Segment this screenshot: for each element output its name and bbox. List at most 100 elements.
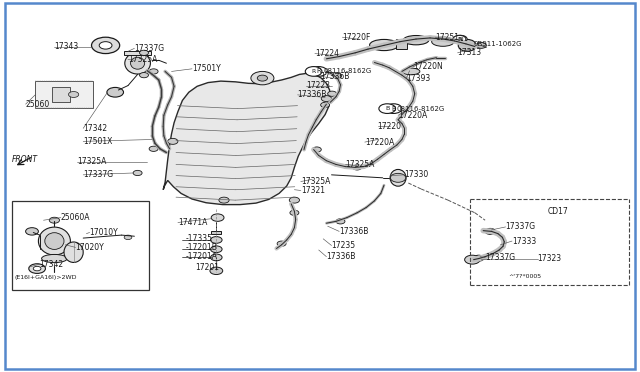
Text: 17337G: 17337G bbox=[83, 170, 113, 179]
Bar bbox=[35, 81, 93, 108]
Bar bbox=[12, 201, 149, 290]
Circle shape bbox=[149, 146, 158, 151]
Text: 17336B: 17336B bbox=[320, 72, 349, 81]
Text: 17471A: 17471A bbox=[178, 218, 207, 227]
Circle shape bbox=[211, 246, 222, 253]
Circle shape bbox=[149, 69, 158, 74]
Circle shape bbox=[476, 42, 486, 48]
Text: CD17: CD17 bbox=[547, 207, 568, 216]
Text: 17393: 17393 bbox=[406, 74, 431, 83]
Circle shape bbox=[305, 67, 322, 76]
Text: 17501X: 17501X bbox=[83, 137, 113, 146]
Text: 17325A: 17325A bbox=[346, 160, 375, 169]
Circle shape bbox=[124, 235, 132, 240]
Circle shape bbox=[310, 67, 327, 76]
Text: 17330: 17330 bbox=[404, 170, 429, 179]
Text: 17251: 17251 bbox=[435, 33, 460, 42]
Text: B: B bbox=[391, 106, 396, 112]
Text: 17336B: 17336B bbox=[298, 90, 327, 99]
Text: 17220N: 17220N bbox=[413, 62, 442, 71]
Text: 17323: 17323 bbox=[538, 254, 562, 263]
Text: 17223: 17223 bbox=[306, 81, 330, 90]
Circle shape bbox=[68, 92, 79, 97]
Text: 17337G: 17337G bbox=[506, 222, 536, 231]
Text: -17335: -17335 bbox=[186, 234, 212, 243]
Text: -17201A: -17201A bbox=[186, 252, 218, 261]
Text: 25060: 25060 bbox=[26, 100, 50, 109]
Circle shape bbox=[277, 241, 286, 246]
Circle shape bbox=[140, 73, 148, 78]
Circle shape bbox=[99, 42, 112, 49]
Text: 17342: 17342 bbox=[40, 260, 64, 269]
Ellipse shape bbox=[403, 36, 429, 45]
Circle shape bbox=[321, 102, 330, 108]
Text: N: N bbox=[458, 36, 463, 42]
Circle shape bbox=[385, 104, 402, 113]
Circle shape bbox=[454, 35, 467, 43]
Text: 17343: 17343 bbox=[54, 42, 79, 51]
Bar bbox=[52, 87, 70, 102]
Text: 08116-8162G: 08116-8162G bbox=[323, 68, 371, 74]
Circle shape bbox=[289, 197, 300, 203]
Ellipse shape bbox=[432, 37, 454, 46]
Circle shape bbox=[168, 138, 178, 144]
Circle shape bbox=[29, 264, 45, 273]
Text: 17325A: 17325A bbox=[301, 177, 330, 186]
Text: -17201B: -17201B bbox=[186, 243, 218, 252]
Text: 17220F: 17220F bbox=[342, 33, 371, 42]
Circle shape bbox=[26, 228, 38, 235]
Text: 25060A: 25060A bbox=[61, 213, 90, 222]
Circle shape bbox=[251, 71, 274, 85]
Text: 17224: 17224 bbox=[315, 49, 339, 58]
Circle shape bbox=[328, 91, 337, 96]
Text: 08116-8162G: 08116-8162G bbox=[397, 106, 445, 112]
Ellipse shape bbox=[131, 57, 145, 69]
Text: 17325A: 17325A bbox=[128, 55, 157, 64]
Ellipse shape bbox=[390, 170, 406, 186]
Circle shape bbox=[290, 210, 299, 215]
Ellipse shape bbox=[402, 68, 420, 75]
Bar bbox=[211, 231, 221, 234]
Text: 17220A: 17220A bbox=[398, 111, 428, 120]
Text: 17333: 17333 bbox=[512, 237, 536, 246]
Circle shape bbox=[453, 35, 466, 43]
Polygon shape bbox=[163, 73, 330, 205]
Circle shape bbox=[49, 217, 60, 223]
Text: 17313: 17313 bbox=[458, 48, 482, 57]
Circle shape bbox=[312, 147, 321, 152]
Circle shape bbox=[474, 255, 484, 261]
Circle shape bbox=[379, 104, 396, 113]
Circle shape bbox=[140, 50, 148, 55]
Circle shape bbox=[465, 255, 480, 264]
Circle shape bbox=[333, 73, 342, 78]
Circle shape bbox=[390, 173, 406, 182]
Ellipse shape bbox=[125, 52, 150, 74]
Ellipse shape bbox=[458, 39, 476, 51]
Text: 17201: 17201 bbox=[195, 263, 219, 272]
Circle shape bbox=[211, 237, 222, 243]
Circle shape bbox=[210, 267, 223, 275]
Bar bbox=[396, 39, 407, 49]
Text: 17220A: 17220A bbox=[365, 138, 394, 147]
Text: N: N bbox=[457, 36, 462, 42]
Ellipse shape bbox=[370, 39, 399, 51]
Bar bbox=[124, 51, 151, 55]
Text: 17336B: 17336B bbox=[339, 227, 369, 236]
Text: 17337G: 17337G bbox=[134, 44, 164, 53]
Circle shape bbox=[321, 96, 332, 102]
Circle shape bbox=[211, 254, 222, 261]
Text: 17220: 17220 bbox=[378, 122, 402, 131]
Text: 17020Y: 17020Y bbox=[76, 243, 104, 252]
Circle shape bbox=[33, 266, 41, 271]
Text: R: R bbox=[316, 68, 321, 74]
Circle shape bbox=[257, 75, 268, 81]
Text: 17501Y: 17501Y bbox=[192, 64, 221, 73]
Text: FRONT: FRONT bbox=[12, 155, 37, 164]
Circle shape bbox=[336, 219, 345, 224]
Text: ^'7?*0005: ^'7?*0005 bbox=[509, 273, 542, 279]
Text: (E16I+GA16I)>2WD: (E16I+GA16I)>2WD bbox=[14, 275, 77, 280]
Circle shape bbox=[219, 197, 229, 203]
Text: 17342: 17342 bbox=[83, 124, 108, 133]
Ellipse shape bbox=[42, 254, 67, 263]
Text: R: R bbox=[312, 69, 316, 74]
